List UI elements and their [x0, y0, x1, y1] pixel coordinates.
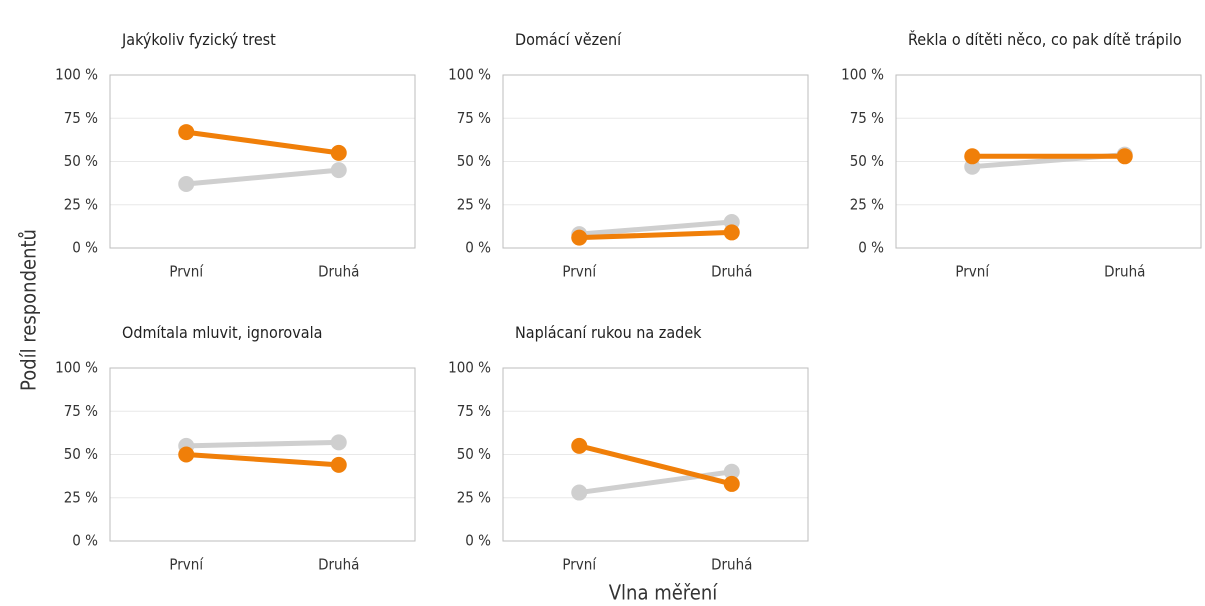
panel-title: Odmítala mluvit, ignorovala: [122, 323, 323, 342]
y-tick-label: 75 %: [64, 402, 98, 420]
y-tick-label: 100 %: [448, 359, 491, 377]
plot-border: [502, 367, 809, 542]
y-tick-label: 100 %: [448, 66, 491, 84]
plot-border: [502, 74, 809, 249]
series-line: [579, 229, 732, 241]
y-tick-label: 100 %: [55, 66, 98, 84]
panel-title: Jakýkoliv fyzický trest: [122, 30, 276, 49]
y-tick-label: 25 %: [457, 488, 491, 506]
point: [178, 124, 195, 141]
plot-border: [109, 74, 416, 249]
point: [723, 475, 740, 492]
y-tick-label: 25 %: [850, 195, 884, 213]
y-tick-label: 50 %: [64, 152, 98, 170]
y-tick-label: 0 %: [72, 239, 98, 257]
y-tick-label: 75 %: [457, 109, 491, 127]
series-line: [186, 167, 339, 187]
series-line: [578, 469, 733, 496]
plot-border: [109, 367, 416, 542]
series-line: [578, 443, 733, 487]
y-tick-label: 25 %: [457, 195, 491, 213]
y-tick-label: 25 %: [64, 488, 98, 506]
x-tick-label: Druhá: [711, 263, 752, 281]
point: [1116, 148, 1133, 165]
x-tick-label: Druhá: [318, 263, 359, 281]
panel-title: Domácí vězení: [515, 30, 622, 49]
plot-border: [895, 74, 1202, 249]
y-tick-label: 50 %: [457, 445, 491, 463]
y-axis-label: Podíl respondentů: [17, 229, 41, 391]
series-line: [579, 219, 732, 237]
point: [178, 175, 195, 192]
point: [723, 224, 740, 241]
series-line: [186, 439, 339, 449]
y-tick-label: 100 %: [841, 66, 884, 84]
point: [723, 463, 740, 480]
series-line: [186, 452, 339, 468]
y-tick-label: 0 %: [858, 239, 884, 257]
y-tick-label: 50 %: [457, 152, 491, 170]
x-axis-label: Vlna měření: [609, 581, 718, 605]
x-tick-label: První: [562, 556, 597, 574]
x-tick-label: Druhá: [711, 556, 752, 574]
point: [571, 437, 588, 454]
x-tick-label: Druhá: [1104, 263, 1145, 281]
point: [330, 456, 347, 473]
x-tick-label: První: [562, 263, 597, 281]
point: [330, 162, 347, 179]
point: [964, 148, 981, 165]
panel-title: Naplácaní rukou na zadek: [515, 323, 702, 342]
y-tick-label: 0 %: [465, 532, 491, 550]
x-tick-label: První: [955, 263, 990, 281]
x-tick-label: První: [169, 263, 204, 281]
point: [178, 446, 195, 463]
y-tick-label: 25 %: [64, 195, 98, 213]
y-tick-label: 75 %: [64, 109, 98, 127]
x-tick-label: Druhá: [318, 556, 359, 574]
point: [571, 229, 588, 246]
series-line: [185, 129, 340, 156]
x-tick-label: První: [169, 556, 204, 574]
y-tick-label: 50 %: [64, 445, 98, 463]
y-tick-label: 75 %: [850, 109, 884, 127]
point: [571, 484, 588, 501]
point: [330, 144, 347, 161]
y-tick-label: 100 %: [55, 359, 98, 377]
y-tick-label: 75 %: [457, 402, 491, 420]
panel-title: Řekla o dítěti něco, co pak dítě trápilo: [908, 30, 1182, 49]
y-tick-label: 0 %: [72, 532, 98, 550]
y-tick-label: 50 %: [850, 152, 884, 170]
point: [330, 434, 347, 451]
y-tick-label: 0 %: [465, 239, 491, 257]
